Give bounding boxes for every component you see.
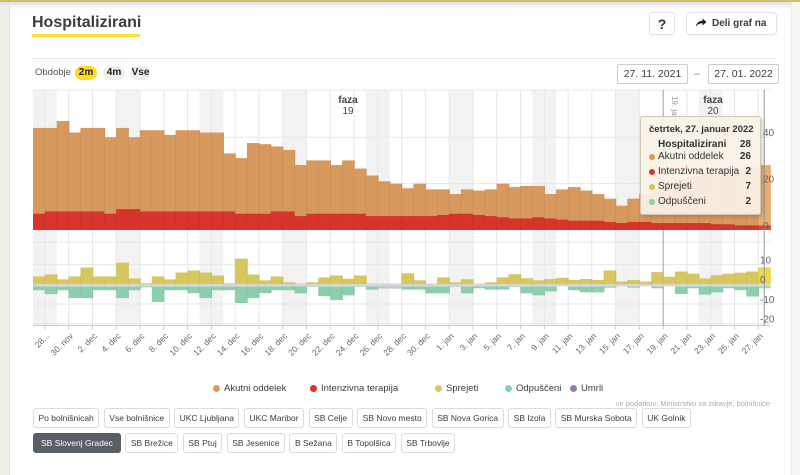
svg-text:20. dec: 20. dec: [286, 330, 313, 357]
svg-text:7. jan: 7. jan: [505, 331, 527, 353]
svg-text:9. jan: 9. jan: [529, 331, 551, 353]
svg-text:0: 0: [763, 221, 769, 232]
svg-text:27. jan: 27. jan: [740, 331, 765, 356]
svg-text:10: 10: [760, 255, 772, 266]
svg-text:faza: faza: [703, 95, 723, 106]
svg-text:12. dec: 12. dec: [191, 330, 218, 357]
svg-text:19. jan: 19. jan: [644, 331, 669, 356]
svg-text:5. jan: 5. jan: [481, 331, 503, 353]
svg-text:3. jan: 3. jan: [458, 331, 480, 353]
svg-text:25. jan: 25. jan: [716, 331, 741, 356]
svg-text:-10: -10: [760, 295, 775, 306]
svg-text:0: 0: [760, 275, 766, 286]
svg-text:24. dec: 24. dec: [334, 330, 361, 357]
svg-text:15. jan: 15. jan: [597, 331, 622, 356]
svg-text:22. dec: 22. dec: [310, 330, 337, 357]
svg-text:30. dec: 30. dec: [405, 330, 432, 357]
svg-text:11. jan: 11. jan: [550, 331, 575, 356]
svg-text:20: 20: [763, 174, 775, 185]
svg-text:13. jan: 13. jan: [573, 331, 598, 356]
svg-text:30. nov: 30. nov: [48, 330, 75, 357]
svg-text:6. dec: 6. dec: [123, 330, 147, 354]
svg-text:16. dec: 16. dec: [239, 330, 266, 357]
svg-text:28...: 28...: [33, 331, 52, 350]
svg-text:19: 19: [342, 106, 354, 117]
svg-text:26. dec: 26. dec: [357, 330, 384, 357]
svg-text:14. dec: 14. dec: [215, 330, 242, 357]
svg-text:18. dec: 18. dec: [262, 330, 289, 357]
svg-text:20: 20: [707, 106, 719, 117]
svg-text:19. jan.: 19. jan.: [670, 96, 679, 122]
svg-text:40: 40: [763, 128, 775, 139]
svg-text:-20: -20: [760, 315, 775, 326]
svg-text:21. jan: 21. jan: [668, 331, 693, 356]
svg-text:faza: faza: [338, 95, 358, 106]
svg-text:23. jan: 23. jan: [692, 331, 717, 356]
svg-text:4. dec: 4. dec: [99, 330, 123, 354]
svg-text:1. jan: 1. jan: [434, 331, 456, 353]
svg-text:10. dec: 10. dec: [167, 330, 194, 357]
svg-text:17. jan: 17. jan: [621, 331, 646, 356]
svg-text:2. dec: 2. dec: [75, 330, 99, 354]
svg-text:28. dec: 28. dec: [381, 330, 408, 357]
